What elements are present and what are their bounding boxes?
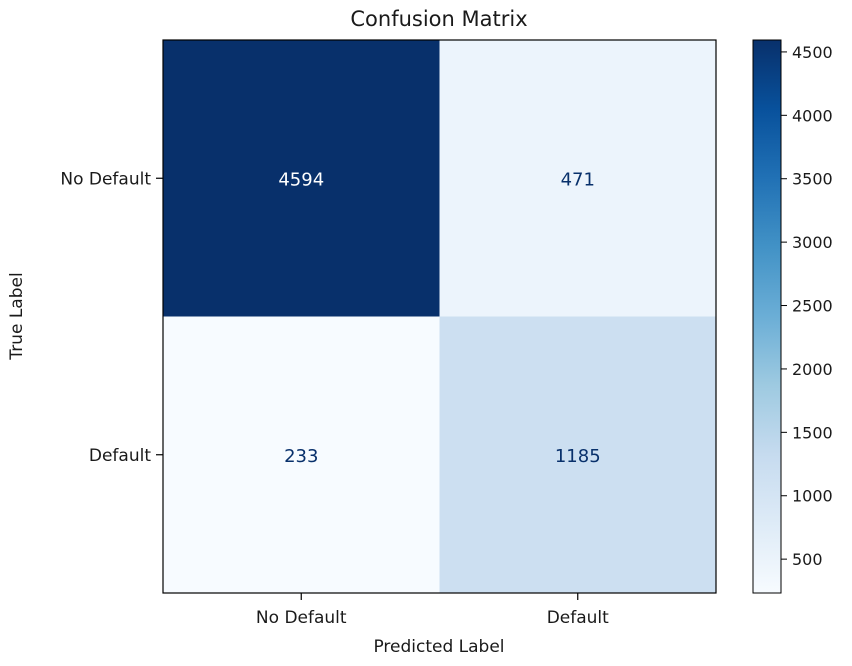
x-tick-label: Default — [547, 608, 609, 628]
colorbar-tick-label: 4500 — [792, 43, 833, 62]
cell-value-label: 4594 — [278, 169, 324, 190]
colorbar-tick-label: 4000 — [792, 106, 833, 125]
colorbar-ticks: 500 1000 1500 2000 2500 3000 3500 4000 4500 — [781, 43, 833, 569]
colorbar-tick-label: 500 — [792, 550, 823, 569]
y-tick-label: No Default — [60, 169, 151, 189]
plot-frame — [162, 39, 717, 594]
heatmap-cell — [439, 316, 716, 593]
x-axis-ticks: No Default Default — [256, 593, 609, 628]
heatmap-cell — [439, 40, 716, 317]
colorbar-tick-label: 2000 — [792, 360, 833, 379]
heatmap-cell — [163, 316, 440, 593]
x-tick-label: No Default — [256, 608, 347, 628]
cell-value-labels: 4594 471 233 1185 — [278, 169, 600, 467]
cell-value-label: 471 — [561, 169, 595, 190]
chart-title: Confusion Matrix — [350, 7, 527, 31]
heatmap-cells — [163, 40, 716, 593]
colorbar-tick-label: 1500 — [792, 423, 833, 442]
cell-value-label: 233 — [284, 446, 318, 467]
colorbar — [752, 39, 782, 594]
colorbar-tick-label: 3500 — [792, 170, 833, 189]
colorbar-tick-label: 3000 — [792, 233, 833, 252]
colorbar-tick-label: 1000 — [792, 487, 833, 506]
y-axis-ticks: No Default Default — [60, 169, 163, 466]
colorbar-tick-label: 2500 — [792, 297, 833, 316]
heatmap-cell — [163, 40, 440, 317]
y-tick-label: Default — [89, 446, 151, 466]
y-axis-label: True Label — [7, 272, 27, 360]
cell-value-label: 1185 — [555, 446, 601, 467]
x-axis-label: Predicted Label — [373, 637, 504, 657]
